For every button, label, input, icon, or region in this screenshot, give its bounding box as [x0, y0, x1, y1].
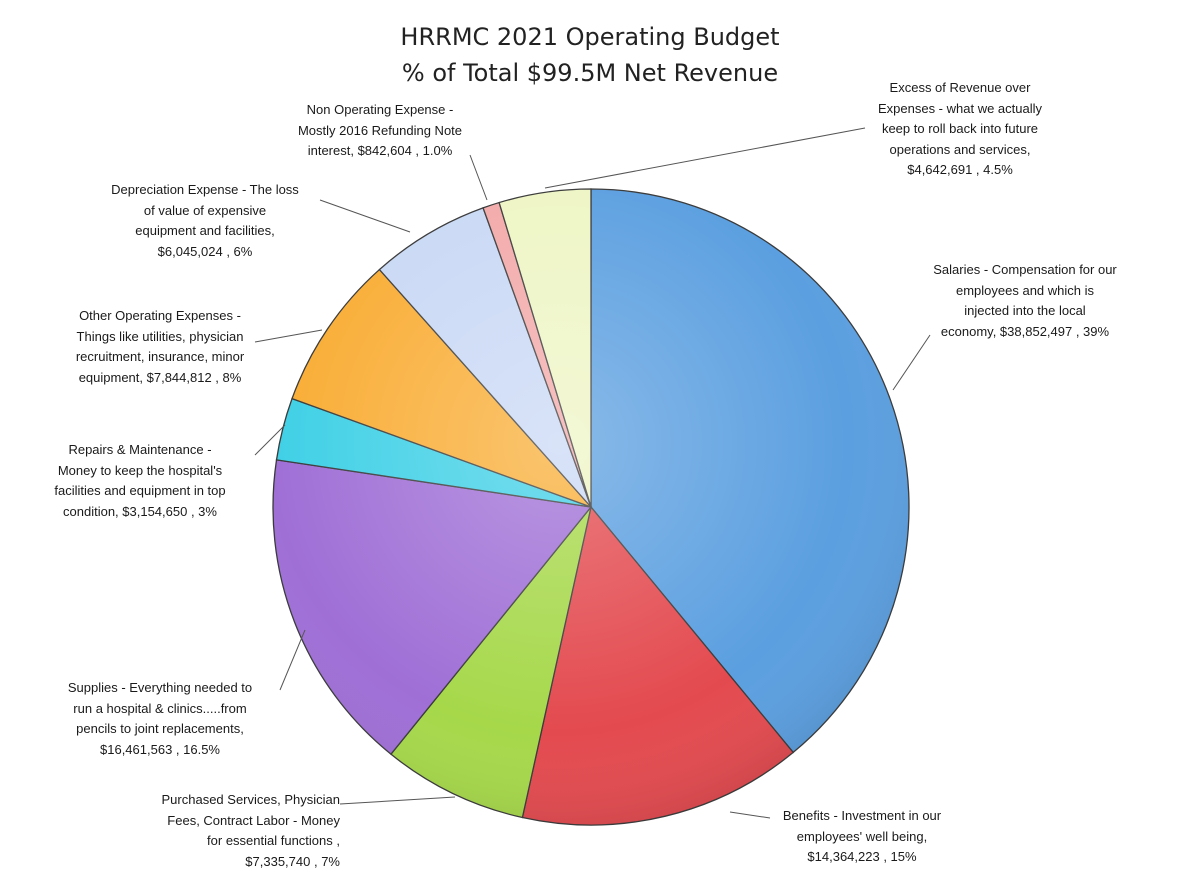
chart-title: HRRMC 2021 Operating Budget: [400, 23, 780, 51]
label-benefits: Benefits - Investment in our employees' …: [782, 808, 942, 864]
leader-line-non-operating: [469, 154, 488, 201]
label-other-operating: Other Operating Expenses - Things like u…: [75, 308, 245, 385]
label-salaries: Salaries - Compensation for our employee…: [933, 262, 1117, 339]
leader-line-salaries: [892, 334, 931, 391]
pie-slices: [272, 188, 910, 826]
leader-line-excess-revenue: [544, 127, 866, 189]
label-repairs: Repairs & Maintenance - Money to keep th…: [54, 442, 226, 519]
leader-line-purchased-services: [339, 796, 456, 805]
label-depreciation: Depreciation Expense - The loss of value…: [111, 182, 299, 259]
label-supplies: Supplies - Everything needed to run a ho…: [67, 680, 253, 757]
label-purchased-services: Purchased Services, Physician Fees, Cont…: [161, 792, 340, 869]
leader-line-depreciation: [319, 199, 411, 233]
label-non-operating: Non Operating Expense - Mostly 2016 Refu…: [297, 102, 463, 158]
label-excess-revenue: Excess of Revenue over Expenses - what w…: [877, 80, 1043, 177]
chart-subtitle: % of Total $99.5M Net Revenue: [401, 59, 779, 87]
